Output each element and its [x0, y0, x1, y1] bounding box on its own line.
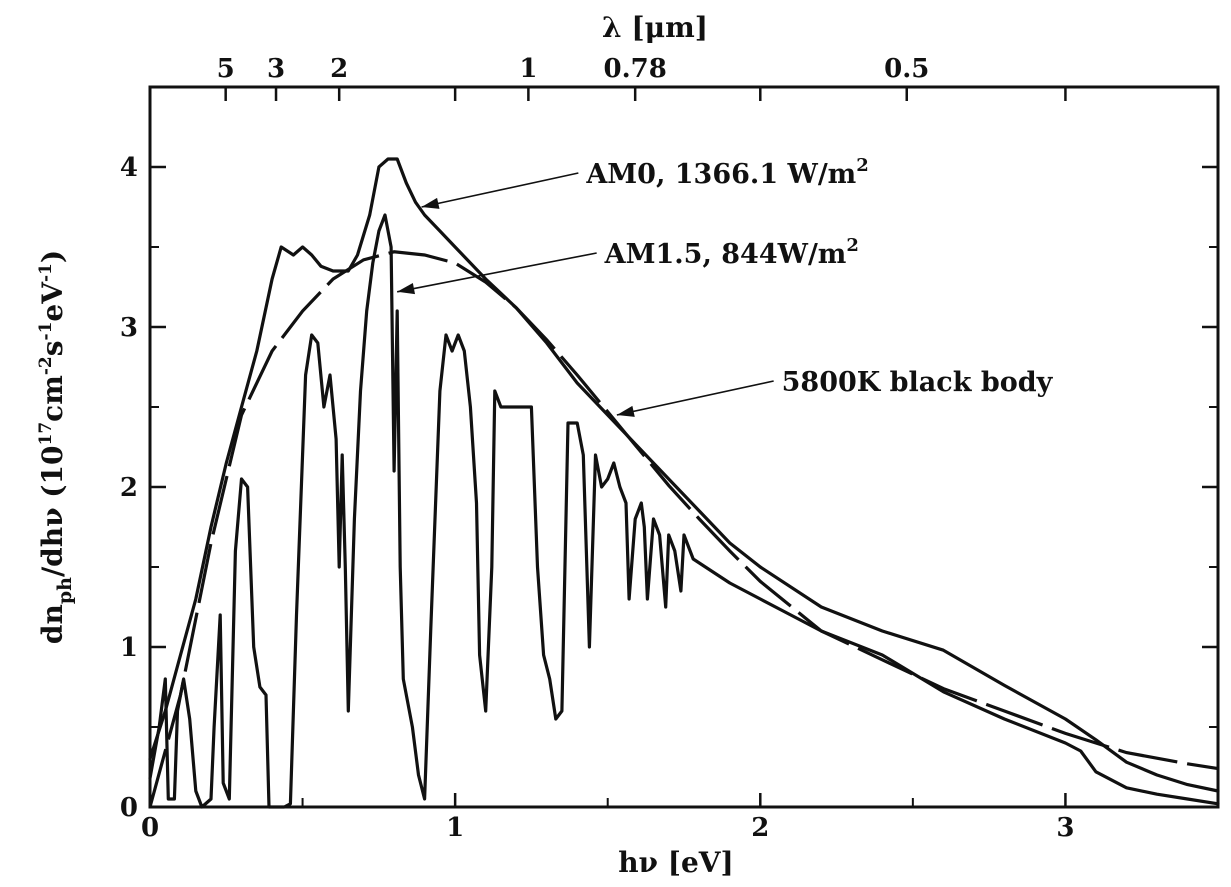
y-tick-label: 0 [120, 793, 138, 823]
y-tick-label: 1 [120, 633, 138, 663]
annotation-superscript: 2 [846, 235, 859, 256]
top-axis-tick-label: 2 [330, 54, 348, 84]
y-title-mid2: cm [36, 375, 69, 422]
y-title-end: ) [36, 250, 69, 263]
arrow-head [421, 197, 440, 209]
top-axis-tick-label: 1 [519, 54, 537, 84]
top-axis-title: λ [μm] [602, 11, 708, 44]
x-tick-label: 3 [1056, 813, 1074, 843]
series-layer [148, 157, 1220, 809]
y-title-exp1: 17 [36, 422, 56, 446]
series-line-2 [148, 250, 1219, 808]
series-line-0 [148, 157, 1220, 793]
annotation-am15: AM1.5, 844W/m2 [604, 235, 859, 270]
x-tick-label: 2 [751, 813, 769, 843]
plot-frame [148, 85, 1220, 809]
x-axis-title: hν [eV] [618, 846, 734, 879]
y-title-sub: ph [54, 577, 76, 604]
tick-labels: 0 1 2 3 0 1 2 3 4 5 3 2 1 0.78 0.5 [120, 54, 1075, 843]
y-tick-label: 3 [120, 313, 138, 343]
top-axis-tick-label: 3 [267, 54, 285, 84]
y-title-mid4: eV [36, 281, 69, 322]
y-axis-title: dnph/dhν (1017cm-2s-1eV-1) [36, 250, 76, 644]
x-tick-label: 0 [141, 813, 159, 843]
y-tick-label: 4 [120, 153, 138, 183]
annotation-arrow [397, 252, 597, 293]
y-tick-label: 2 [120, 473, 138, 503]
annotation-text: 5800K black body [782, 367, 1054, 398]
arrow-head [397, 282, 416, 295]
annotation-arrow [421, 172, 579, 208]
annotation-text: AM0, 1366.1 W/m [585, 159, 856, 190]
arrow-head [616, 405, 635, 417]
annotation-superscript: 2 [856, 155, 869, 176]
y-title-exp2: -2 [36, 356, 56, 375]
top-axis-tick-label: 0.5 [884, 54, 929, 84]
y-title-exp3: -1 [36, 322, 56, 341]
y-title-main: dn [36, 604, 69, 644]
x-tick-label: 1 [446, 813, 464, 843]
y-title-mid3: s [36, 340, 69, 356]
axis-ticks [148, 87, 1218, 809]
y-title-exp4: -1 [36, 263, 56, 282]
y-title-mid: /dhν (10 [36, 445, 69, 577]
annotation-am0: AM0, 1366.1 W/m2 [585, 155, 868, 190]
annotation-arrow [616, 380, 774, 416]
annotation-text: AM1.5, 844W/m [604, 239, 847, 270]
annotation-bb: 5800K black body [782, 367, 1054, 398]
series-line-1 [148, 213, 1220, 809]
top-axis-tick-label: 5 [217, 54, 235, 84]
top-axis-tick-label: 0.78 [604, 54, 667, 84]
